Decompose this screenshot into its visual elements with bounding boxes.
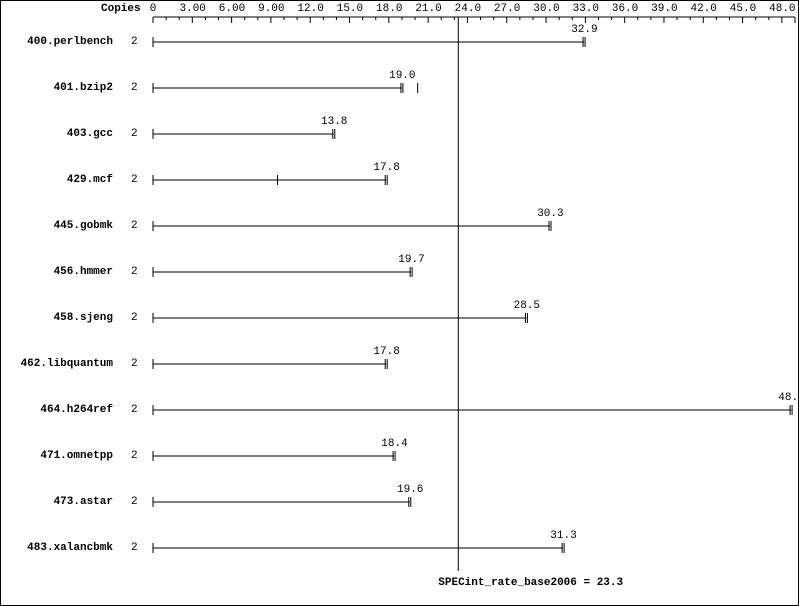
reference-label: SPECint_rate_base2006 = 23.3	[438, 577, 623, 589]
benchmark-name: 464.h264ref	[1, 404, 113, 416]
benchmark-name: 445.gobmk	[1, 220, 113, 232]
axis-tick-label: 30.0	[533, 3, 559, 15]
axis-tick-label: 24.0	[455, 3, 481, 15]
copies-value: 2	[131, 36, 138, 48]
benchmark-name: 429.mcf	[1, 174, 113, 186]
copies-value: 2	[131, 312, 138, 324]
value-label: 31.3	[550, 530, 576, 542]
axis-tick-label: 48.0	[769, 3, 795, 15]
axis-tick-label: 36.0	[612, 3, 638, 15]
axis-tick-label: 21.0	[415, 3, 441, 15]
axis-tick-label: 12.0	[297, 3, 323, 15]
value-label: 17.8	[373, 162, 399, 174]
axis-tick-label: 42.0	[690, 3, 716, 15]
axis-tick-label: 3.00	[180, 3, 206, 15]
value-label: 17.8	[373, 346, 399, 358]
copies-value: 2	[131, 542, 138, 554]
benchmark-name: 462.libquantum	[1, 358, 113, 370]
axis-tick-label: 39.0	[651, 3, 677, 15]
copies-value: 2	[131, 496, 138, 508]
axis-tick-label: 6.00	[219, 3, 245, 15]
benchmark-name: 403.gcc	[1, 128, 113, 140]
value-label: 30.3	[537, 208, 563, 220]
copies-header: Copies	[101, 3, 141, 15]
axis-tick-label: 33.0	[573, 3, 599, 15]
chart-svg	[1, 1, 798, 605]
value-label: 48.7	[778, 392, 799, 404]
axis-tick-label: 15.0	[337, 3, 363, 15]
copies-value: 2	[131, 220, 138, 232]
copies-value: 2	[131, 128, 138, 140]
copies-value: 2	[131, 450, 138, 462]
axis-tick-label: 0	[150, 3, 157, 15]
copies-value: 2	[131, 358, 138, 370]
value-label: 32.9	[571, 24, 597, 36]
copies-value: 2	[131, 266, 138, 278]
copies-value: 2	[131, 82, 138, 94]
value-label: 19.6	[397, 484, 423, 496]
benchmark-name: 483.xalancbmk	[1, 542, 113, 554]
benchmark-name: 456.hmmer	[1, 266, 113, 278]
value-label: 28.5	[514, 300, 540, 312]
value-label: 19.7	[398, 254, 424, 266]
axis-tick-label: 45.0	[730, 3, 756, 15]
benchmark-name: 400.perlbench	[1, 36, 113, 48]
benchmark-name: 471.omnetpp	[1, 450, 113, 462]
value-label: 18.4	[381, 438, 407, 450]
value-label: 19.0	[389, 70, 415, 82]
axis-tick-label: 18.0	[376, 3, 402, 15]
axis-tick-label: 27.0	[494, 3, 520, 15]
benchmark-name: 401.bzip2	[1, 82, 113, 94]
benchmark-name: 473.astar	[1, 496, 113, 508]
axis-tick-label: 9.00	[258, 3, 284, 15]
benchmark-name: 458.sjeng	[1, 312, 113, 324]
value-label: 13.8	[321, 116, 347, 128]
copies-value: 2	[131, 174, 138, 186]
spec-chart: 0 3.00 6.00 9.00 12.0 15.0 18.0 21.0 24.0 27.0 30.…	[0, 0, 799, 606]
copies-value: 2	[131, 404, 138, 416]
